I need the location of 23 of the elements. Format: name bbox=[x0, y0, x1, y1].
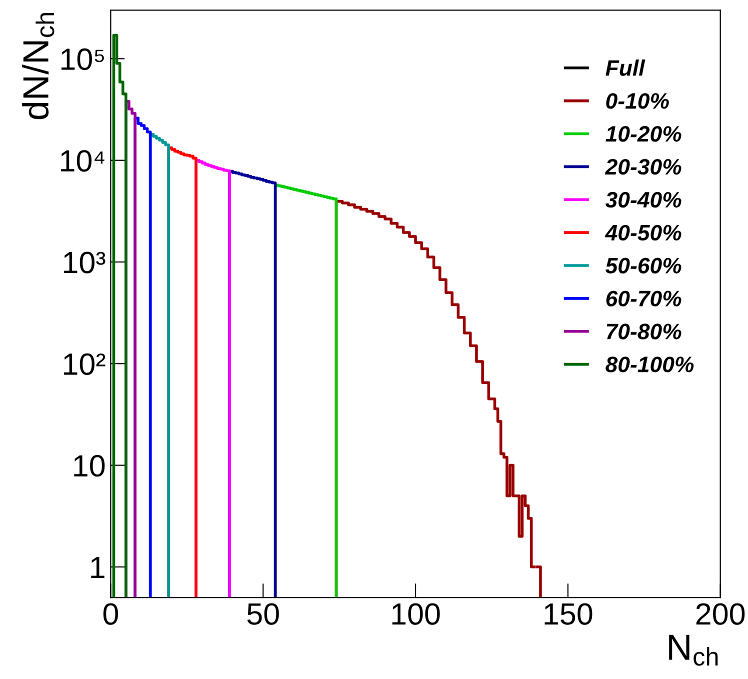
legend-label: 80-100% bbox=[606, 356, 694, 372]
x-tick-label: 200 bbox=[696, 603, 745, 625]
legend-label: 40-50% bbox=[604, 224, 682, 241]
y-tick-label: 10² bbox=[64, 353, 106, 375]
y-tick-label: 10 bbox=[74, 455, 105, 477]
x-tick-label: 100 bbox=[392, 603, 440, 625]
x-axis-title: N$_{ch}$ bbox=[669, 634, 718, 666]
legend-label: 70-80% bbox=[606, 324, 682, 340]
legend-label: 30-40% bbox=[605, 192, 682, 208]
y-tick-label: 1 bbox=[91, 556, 104, 578]
y-tick-label: 10⁵ bbox=[62, 48, 104, 70]
y-tick-label: 10⁴ bbox=[61, 150, 104, 172]
legend-label: 20-30% bbox=[604, 158, 682, 175]
legend-label: 10-20% bbox=[606, 126, 682, 142]
legend-label: 0-10% bbox=[606, 93, 669, 109]
legend-label: Full bbox=[606, 60, 646, 76]
y-tick-label: 10³ bbox=[64, 252, 106, 274]
legend-label: 60-70% bbox=[606, 290, 682, 306]
y-axis-title: dN/N$_{ch}$ bbox=[22, 13, 54, 120]
x-tick-label: 0 bbox=[103, 603, 118, 625]
x-tick-label: 150 bbox=[544, 603, 592, 625]
x-tick-label: 50 bbox=[247, 603, 279, 625]
legend-label: 50-60% bbox=[606, 258, 682, 274]
